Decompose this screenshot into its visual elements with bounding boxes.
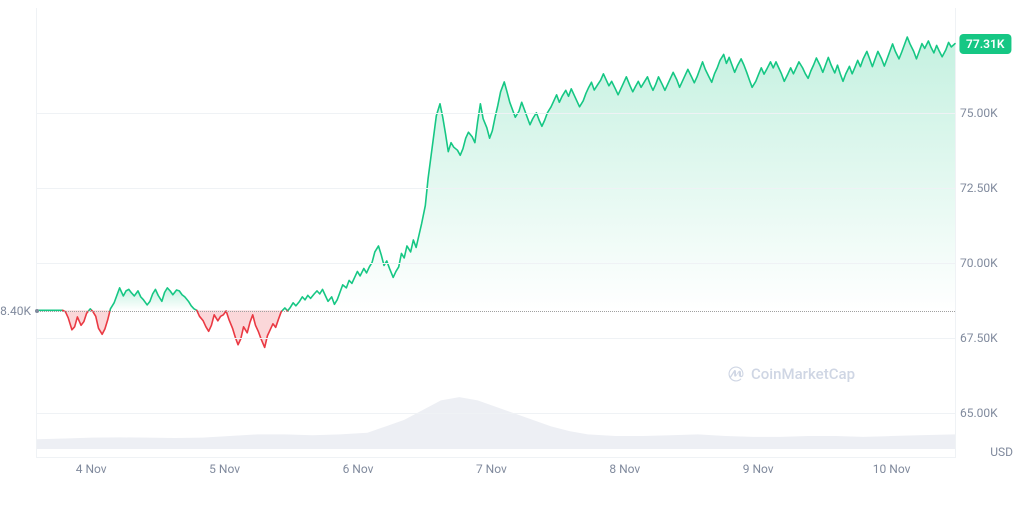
baseline-start-label: 68.40K xyxy=(0,304,31,318)
watermark-text: CoinMarketCap xyxy=(751,365,855,383)
y-axis-label: 67.50K xyxy=(960,331,1015,345)
baseline xyxy=(37,311,955,312)
x-axis-label: 9 Nov xyxy=(743,462,774,476)
coinmarketcap-watermark: CoinMarketCap xyxy=(727,365,855,383)
x-axis-label: 4 Nov xyxy=(76,462,107,476)
y-axis-label: 70.00K xyxy=(960,256,1015,270)
price-chart[interactable]: 65.00K67.50K70.00K72.50K75.00K 68.40K 77… xyxy=(36,8,956,458)
y-axis-label: 75.00K xyxy=(960,106,1015,120)
gridline xyxy=(37,188,955,189)
x-axis-label: 10 Nov xyxy=(873,462,911,476)
y-axis-label: 72.50K xyxy=(960,181,1015,195)
baseline-start-dot xyxy=(35,309,39,313)
gridline xyxy=(37,263,955,264)
x-axis-label: 5 Nov xyxy=(209,462,240,476)
gridline xyxy=(37,413,955,414)
currency-label: USD xyxy=(990,445,1013,459)
coinmarketcap-logo-icon xyxy=(727,365,745,383)
current-price-badge: 77.31K xyxy=(959,34,1011,54)
x-axis-label: 6 Nov xyxy=(343,462,374,476)
y-axis-label: 65.00K xyxy=(960,406,1015,420)
x-axis-label: 8 Nov xyxy=(609,462,640,476)
gridline xyxy=(37,338,955,339)
chart-svg xyxy=(37,8,955,457)
x-axis: 4 Nov 5 Nov 6 Nov 7 Nov 8 Nov 9 Nov 10 Nov xyxy=(36,462,956,482)
gridline xyxy=(37,113,955,114)
x-axis-label: 7 Nov xyxy=(476,462,507,476)
